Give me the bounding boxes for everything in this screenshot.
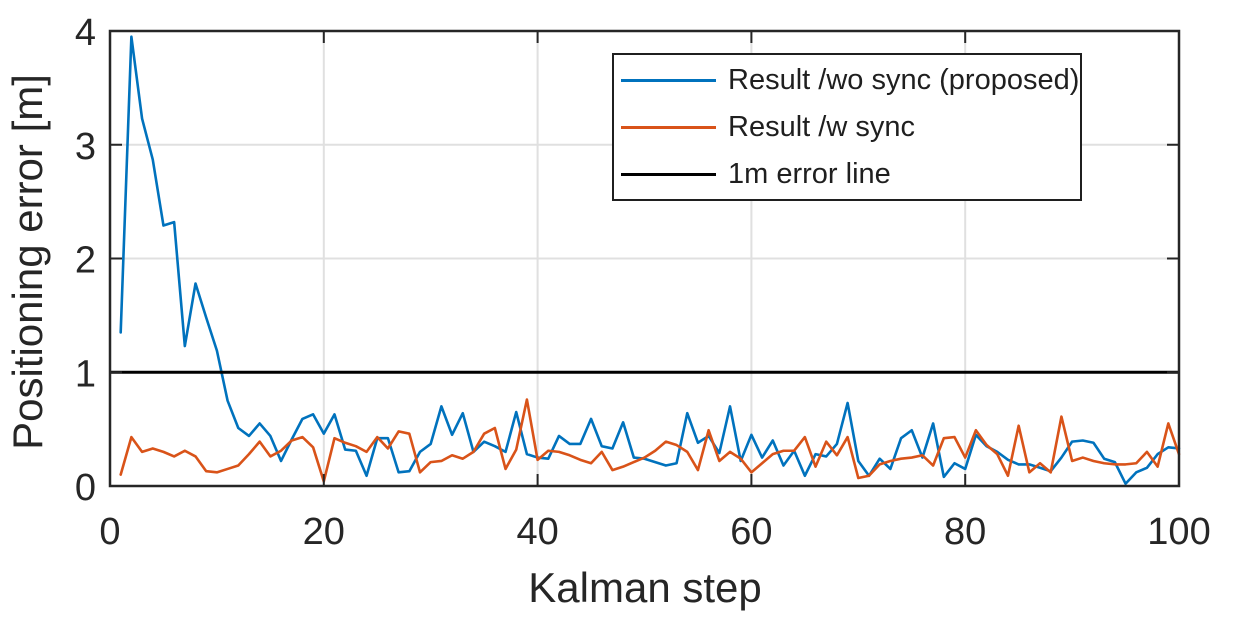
x-tick-label: 60 — [730, 511, 772, 553]
x-axis-label: Kalman step — [528, 564, 762, 611]
series-line-0 — [119, 35, 1181, 486]
legend-swatch-1 — [621, 125, 716, 129]
legend-swatch-2 — [621, 172, 716, 176]
x-tick-label: 20 — [303, 511, 345, 553]
y-axis-label: Positioning error [m] — [4, 74, 51, 450]
x-tick-label: 100 — [1147, 511, 1210, 553]
legend-item-1: Result /w sync — [621, 104, 1080, 151]
legend-label-0: Result /wo sync (proposed) — [728, 63, 1080, 96]
x-tick-label: 80 — [944, 511, 986, 553]
y-tick-label: 3 — [75, 126, 96, 168]
legend-label-2: 1m error line — [728, 157, 891, 190]
series-line-1 — [119, 398, 1181, 483]
legend-swatch-0 — [621, 78, 716, 82]
y-tick-label: 4 — [75, 12, 96, 54]
legend-item-2: 1m error line — [621, 151, 1080, 198]
x-tick-label: 40 — [516, 511, 558, 553]
legend-item-0: Result /wo sync (proposed) — [621, 57, 1080, 104]
y-tick-label: 0 — [75, 467, 96, 509]
x-tick-label: 0 — [99, 511, 120, 553]
y-tick-label: 1 — [75, 353, 96, 395]
legend-label-1: Result /w sync — [728, 110, 915, 143]
legend: Result /wo sync (proposed) Result /w sync… — [612, 53, 1082, 201]
y-tick-label: 2 — [75, 240, 96, 282]
plot-border — [108, 29, 1181, 488]
